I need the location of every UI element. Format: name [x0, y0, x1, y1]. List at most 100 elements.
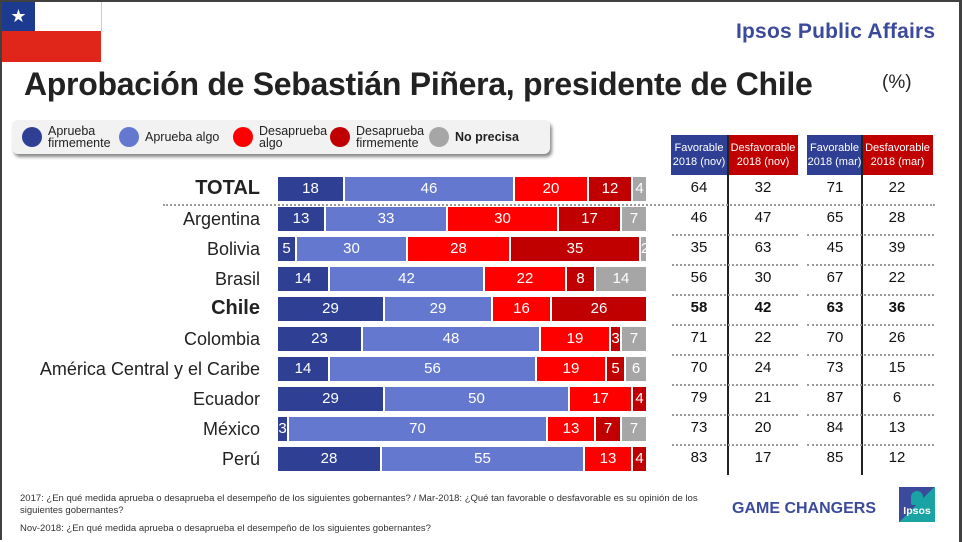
bar-segment: 5 — [607, 357, 626, 381]
table-cell: 13 — [888, 419, 906, 436]
bar-segment: 30 — [448, 207, 559, 231]
column-divider — [861, 135, 863, 475]
bar-segment: 12 — [589, 177, 633, 201]
table-cell: 83 — [690, 449, 708, 466]
legend-swatch — [233, 127, 253, 147]
chile-flag: ★ — [2, 2, 102, 62]
table-cell: 85 — [826, 449, 844, 466]
row-separator — [807, 354, 934, 356]
bar-segment: 29 — [278, 297, 385, 321]
category-label: Brasil — [214, 269, 260, 289]
bar-segment: 3 — [611, 327, 622, 351]
table-cell: 67 — [826, 269, 844, 286]
table-cell: 32 — [754, 179, 772, 196]
footnote-1: 2017: ¿En qué medida aprueba o desaprueb… — [20, 493, 698, 516]
table-cell: 73 — [690, 419, 708, 436]
bar-segment: 5 — [278, 237, 297, 261]
table-cell: 42 — [754, 299, 772, 316]
legend-item: Aprueba algo — [119, 120, 245, 154]
table-cell: 22 — [888, 179, 906, 196]
category-label: Argentina — [182, 209, 260, 229]
logo-text: Ipsos — [903, 505, 931, 517]
table-cell: 28 — [888, 209, 906, 226]
row-separator — [807, 294, 934, 296]
row-separator — [672, 264, 798, 266]
table-cell: 63 — [754, 239, 772, 256]
table-cell: 22 — [888, 269, 906, 286]
bar-segment: 2 — [641, 237, 648, 261]
legend-label: Aprueba firmemente — [48, 124, 111, 150]
table-cell: 39 — [888, 239, 906, 256]
table-cell: 46 — [690, 209, 708, 226]
table-cell: 21 — [754, 389, 772, 406]
table-cell: 58 — [690, 299, 708, 316]
bar-segment: 16 — [493, 297, 552, 321]
ipsos-logo: Ipsos — [899, 487, 935, 522]
table-cell: 12 — [888, 449, 906, 466]
category-label: Colombia — [183, 329, 260, 349]
table-cell: 35 — [690, 239, 708, 256]
legend-label: Desaprueba algo — [259, 124, 328, 150]
bar-segment: 50 — [385, 387, 570, 411]
table-cell: 87 — [826, 389, 844, 406]
brand-name: Ipsos Public Affairs — [736, 20, 936, 43]
category-label: Perú — [221, 449, 260, 469]
header-desfavorable-mar: Desfavorable 2018 (mar) — [862, 135, 933, 175]
bar-segment: 7 — [596, 417, 622, 441]
bar-segment: 19 — [537, 357, 607, 381]
legend-swatch — [22, 127, 42, 147]
legend-item: Aprueba firmemente — [22, 120, 128, 154]
bar-segment: 26 — [552, 297, 648, 321]
bar-segment: 48 — [363, 327, 541, 351]
bar-segment: 29 — [385, 297, 493, 321]
bar-segment: 8 — [567, 267, 596, 291]
row-separator — [672, 384, 798, 386]
legend-item: No precisa — [429, 120, 545, 154]
bar-segment: 13 — [278, 207, 326, 231]
bar-segment: 20 — [515, 177, 589, 201]
footnote-2: Nov-2018: ¿En qué medida aprueba o desap… — [20, 523, 431, 534]
table-cell: 84 — [826, 419, 844, 436]
legend-item: Desaprueba firmemente — [330, 120, 436, 154]
legend-label: No precisa — [455, 130, 519, 144]
bar-segment: 17 — [570, 387, 633, 411]
bar-segment: 18 — [278, 177, 345, 201]
unit-label: (%) — [882, 72, 912, 93]
bar-segment: 17 — [559, 207, 622, 231]
table-cell: 47 — [754, 209, 772, 226]
category-label: México — [202, 419, 260, 439]
table-cell: 36 — [888, 299, 906, 316]
bar-segment: 7 — [622, 207, 648, 231]
legend-swatch — [429, 127, 449, 147]
bar-segment: 7 — [622, 327, 648, 351]
row-separator — [807, 444, 934, 446]
category-label: Ecuador — [192, 389, 260, 409]
row-separator — [672, 234, 798, 236]
bar-segment: 30 — [297, 237, 408, 261]
table-cell: 64 — [690, 179, 708, 196]
bar-segment: 22 — [485, 267, 567, 291]
bar-segment: 35 — [511, 237, 641, 261]
bar-segment: 6 — [626, 357, 648, 381]
column-divider — [727, 135, 729, 475]
bar-segment: 42 — [330, 267, 485, 291]
legend-label: Desaprueba firmemente — [356, 124, 425, 150]
star-icon: ★ — [2, 2, 35, 31]
table-cell: 70 — [826, 329, 844, 346]
row-separator — [672, 414, 798, 416]
bar-segment: 33 — [326, 207, 448, 231]
bar-segment: 55 — [382, 447, 585, 471]
table-cell: 71 — [826, 179, 844, 196]
row-separator — [807, 234, 934, 236]
legend-swatch — [330, 127, 350, 147]
bar-segment: 19 — [541, 327, 611, 351]
bar-segment: 56 — [330, 357, 537, 381]
logo-glyph-icon — [911, 491, 923, 505]
legend-label: Aprueba algo — [145, 130, 220, 144]
table-cell: 17 — [754, 449, 772, 466]
table-cell: 45 — [826, 239, 844, 256]
row-separator — [807, 324, 934, 326]
bar-segment: 23 — [278, 327, 363, 351]
bar-segment: 28 — [408, 237, 511, 261]
chart-title: Aprobación de Sebastián Piñera, presiden… — [24, 66, 813, 102]
